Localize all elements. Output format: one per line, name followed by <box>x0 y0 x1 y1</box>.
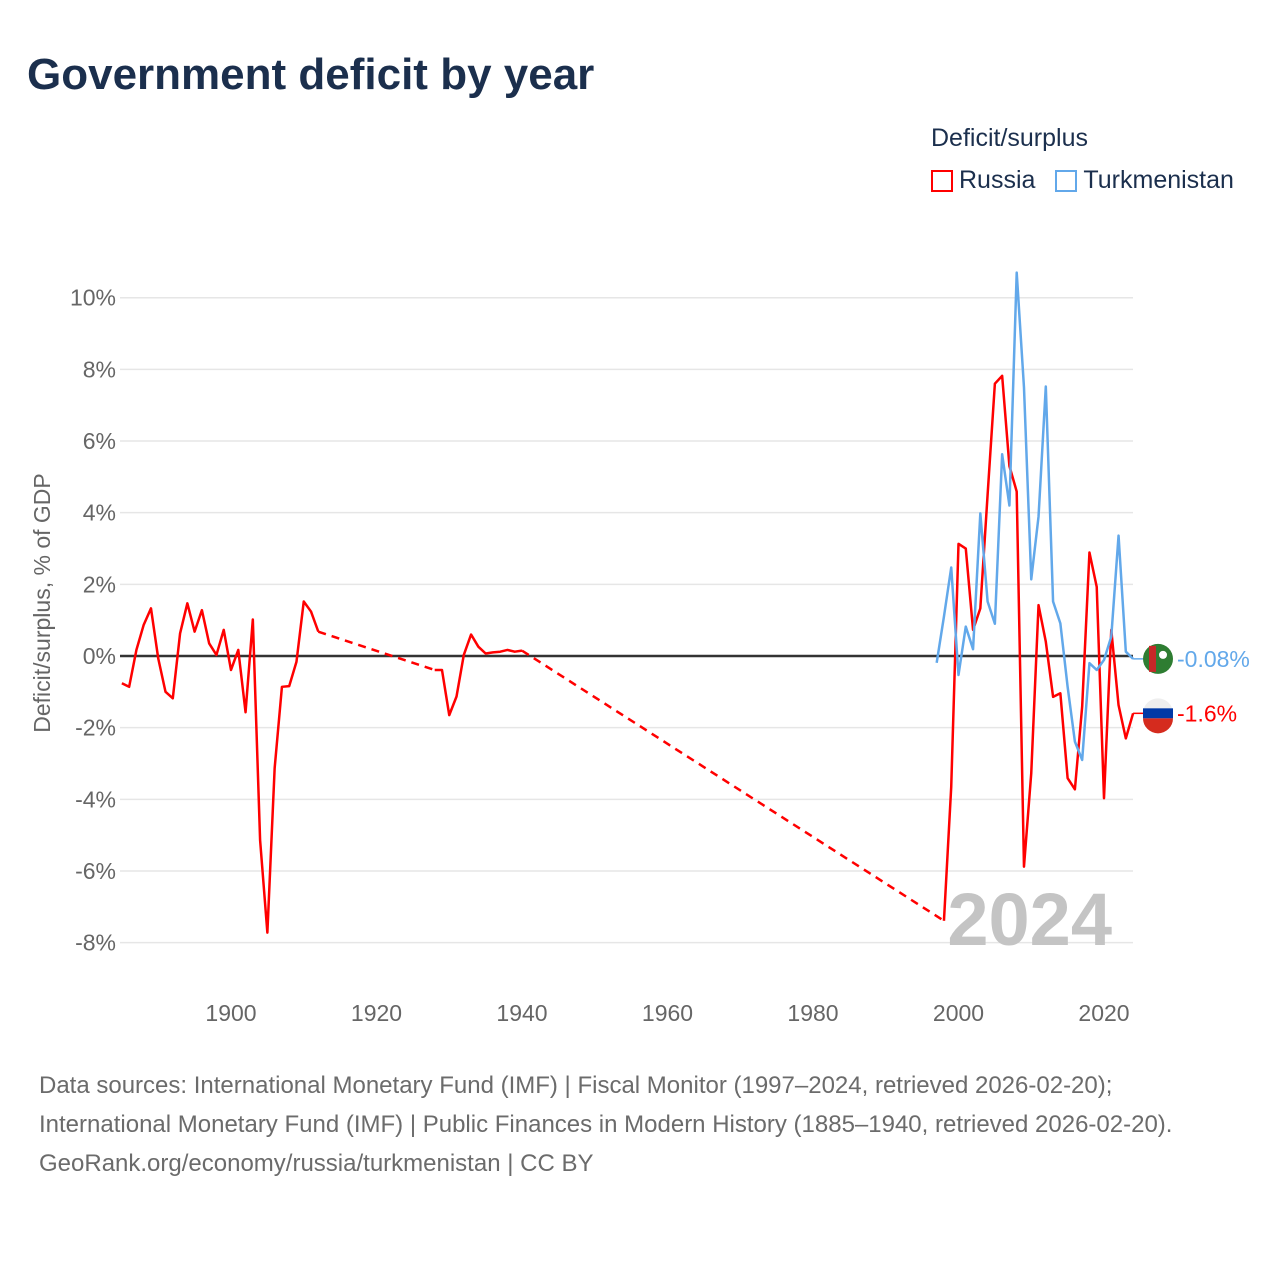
series-line-russia <box>434 633 523 717</box>
credit-link[interactable]: GeoRank.org/economy/russia/turkmenistan … <box>39 1150 594 1177</box>
x-tick-label: 1980 <box>787 1000 838 1026</box>
legend-swatch-turkmenistan <box>1055 169 1078 192</box>
footer: Data sources: International Monetary Fun… <box>39 1066 1239 1183</box>
chart-title: Government deficit by year <box>27 50 595 99</box>
y-tick-label: 8% <box>83 356 116 382</box>
turkmenistan-flag-stripe <box>1149 645 1156 672</box>
y-tick-label: -2% <box>75 715 116 741</box>
russia-flag-stripe <box>1143 718 1174 734</box>
year-watermark: 2024 <box>947 878 1112 961</box>
legend-label: Turkmenistan <box>1083 166 1234 194</box>
russia-flag-stripe <box>1143 708 1173 719</box>
series-gap-russia <box>317 630 436 672</box>
legend-item-turkmenistan[interactable]: Turkmenistan <box>1055 166 1234 195</box>
x-tick-label: 2020 <box>1078 1000 1129 1026</box>
x-tick-label: 1960 <box>642 1000 693 1026</box>
y-tick-label: -4% <box>75 786 116 812</box>
legend-label: Russia <box>959 166 1036 194</box>
x-tick-label: 1920 <box>351 1000 402 1026</box>
x-tick-label: 1940 <box>496 1000 547 1026</box>
y-tick-label: -6% <box>75 858 116 884</box>
y-tick-label: 10% <box>70 285 116 311</box>
y-tick-label: 6% <box>83 428 116 454</box>
y-tick-label: 4% <box>83 500 116 526</box>
end-value-label-russia: -1.6% <box>1177 700 1237 726</box>
legend-title: Deficit/surplus <box>931 124 1088 152</box>
end-value-label-turkmenistan: -0.08% <box>1177 646 1250 672</box>
legend-item-russia[interactable]: Russia <box>931 166 1035 195</box>
series-gap-russia <box>521 649 945 922</box>
y-tick-label: 0% <box>83 643 116 669</box>
chart-plot: -8% -6% -4% -2% 0% 2% 4% 6% 8% 10% 1900 1920 1940 196… <box>29 271 1250 1026</box>
x-tick-label: 1900 <box>205 1000 256 1026</box>
turkmenistan-flag-icon <box>1143 643 1173 674</box>
y-tick-label: -8% <box>75 930 116 956</box>
series-line-russia <box>121 600 320 934</box>
legend: Russia Turkmenistan <box>931 166 1234 195</box>
x-tick-label: 2000 <box>933 1000 984 1026</box>
legend-swatch-russia <box>931 169 953 192</box>
data-sources: Data sources: International Monetary Fun… <box>39 1072 1173 1138</box>
y-tick-label: 2% <box>83 571 116 597</box>
turkmenistan-flag-crescent <box>1159 650 1167 659</box>
y-axis-label: Deficit/surplus, % of GDP <box>29 473 55 732</box>
series-line-turkmenistan <box>935 271 1134 762</box>
